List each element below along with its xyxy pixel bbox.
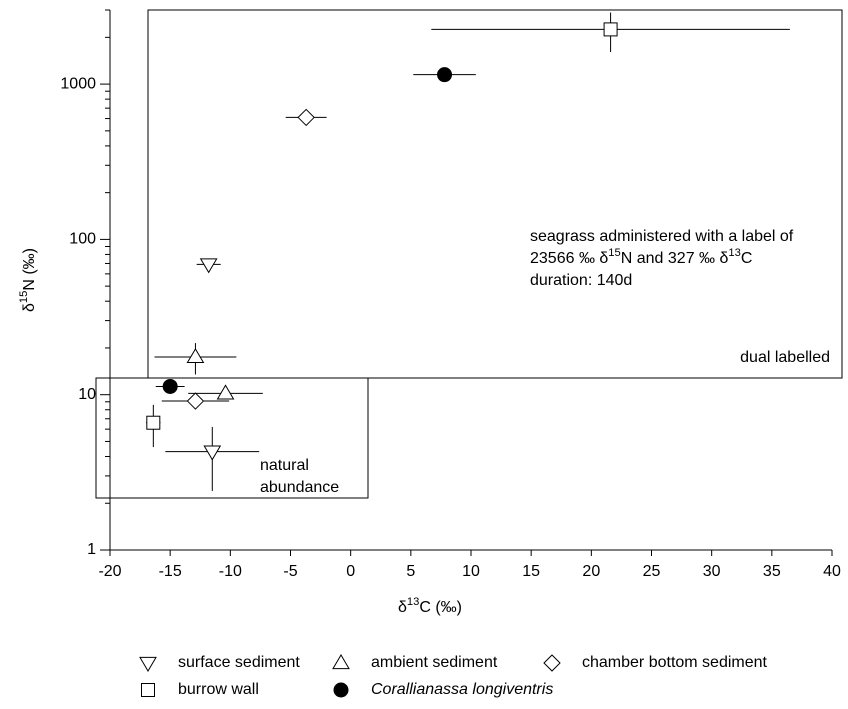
annotation-superscript: 13 bbox=[728, 247, 740, 259]
x-tick-label: 0 bbox=[346, 563, 355, 580]
annotation-part: duration: 140d bbox=[530, 272, 632, 289]
point bbox=[203, 445, 222, 461]
legend-label: surface sediment bbox=[178, 654, 300, 671]
x-tick-label: 35 bbox=[763, 563, 781, 580]
x-tick-label: 30 bbox=[703, 563, 721, 580]
point bbox=[162, 378, 178, 394]
x-tick-label: 10 bbox=[462, 563, 480, 580]
annotation: 23566 ‰ δ15N and 327 ‰ δ13C bbox=[530, 247, 752, 267]
legend-marker bbox=[141, 683, 155, 697]
legend-marker bbox=[139, 656, 157, 672]
point bbox=[216, 384, 235, 400]
annotation: dual labelled bbox=[740, 349, 830, 366]
legend-label: chamber bottom sediment bbox=[582, 654, 768, 671]
annotation-part: 23566 ‰ δ bbox=[530, 250, 608, 267]
y-axis-label-part: δ bbox=[21, 303, 38, 312]
y-tick-label: 1 bbox=[87, 541, 96, 558]
point bbox=[603, 22, 618, 37]
x-axis-label-part: C (‰) bbox=[419, 599, 462, 616]
natural-abundance-box bbox=[95, 377, 369, 499]
annotation: abundance bbox=[260, 479, 339, 496]
y-tick-label: 10 bbox=[78, 386, 96, 403]
point bbox=[186, 392, 205, 410]
legend-label: burrow wall bbox=[178, 681, 259, 698]
point bbox=[186, 347, 205, 364]
y-tick-label: 100 bbox=[69, 231, 96, 248]
x-tick-label: 15 bbox=[522, 563, 540, 580]
annotation-part: abundance bbox=[260, 479, 339, 496]
dual-labelled-box bbox=[147, 9, 843, 379]
x-tick-label: -5 bbox=[283, 563, 297, 580]
point bbox=[297, 108, 315, 127]
x-tick-label: -15 bbox=[159, 563, 182, 580]
x-axis-label: δ13C (‰) bbox=[398, 596, 462, 616]
annotation-part: N and 327 ‰ δ bbox=[621, 250, 729, 267]
annotation: natural bbox=[260, 457, 309, 474]
annotation-superscript: 15 bbox=[608, 247, 620, 259]
x-tick-label: 25 bbox=[643, 563, 661, 580]
annotation-part: C bbox=[741, 250, 753, 267]
x-tick-label: -20 bbox=[98, 563, 121, 580]
legend-label: ambient sediment bbox=[371, 654, 498, 671]
annotation: seagrass administered with a label of bbox=[530, 228, 794, 245]
annotation-part: natural bbox=[260, 457, 309, 474]
point bbox=[199, 258, 218, 274]
y-tick-label: 1000 bbox=[60, 75, 96, 92]
legend-marker bbox=[333, 682, 349, 698]
annotation-part: seagrass administered with a label of bbox=[530, 228, 794, 245]
y-axis-label-superscript: 15 bbox=[18, 291, 30, 303]
legend-label: Corallianassa longiventris bbox=[371, 681, 553, 698]
x-axis-label-superscript: 13 bbox=[407, 596, 419, 608]
x-axis-label-part: δ bbox=[398, 599, 407, 616]
point bbox=[437, 67, 453, 83]
x-tick-label: 40 bbox=[823, 563, 841, 580]
y-axis-label: δ15N (‰) bbox=[18, 248, 38, 312]
point bbox=[146, 415, 161, 430]
legend-marker bbox=[543, 654, 561, 672]
x-tick-label: -10 bbox=[219, 563, 242, 580]
annotation: duration: 140d bbox=[530, 272, 632, 289]
x-tick-label: 20 bbox=[582, 563, 600, 580]
legend-marker bbox=[332, 654, 350, 670]
annotation-part: dual labelled bbox=[740, 349, 830, 366]
y-axis-label-part: N (‰) bbox=[21, 248, 38, 291]
x-tick-label: 5 bbox=[406, 563, 415, 580]
